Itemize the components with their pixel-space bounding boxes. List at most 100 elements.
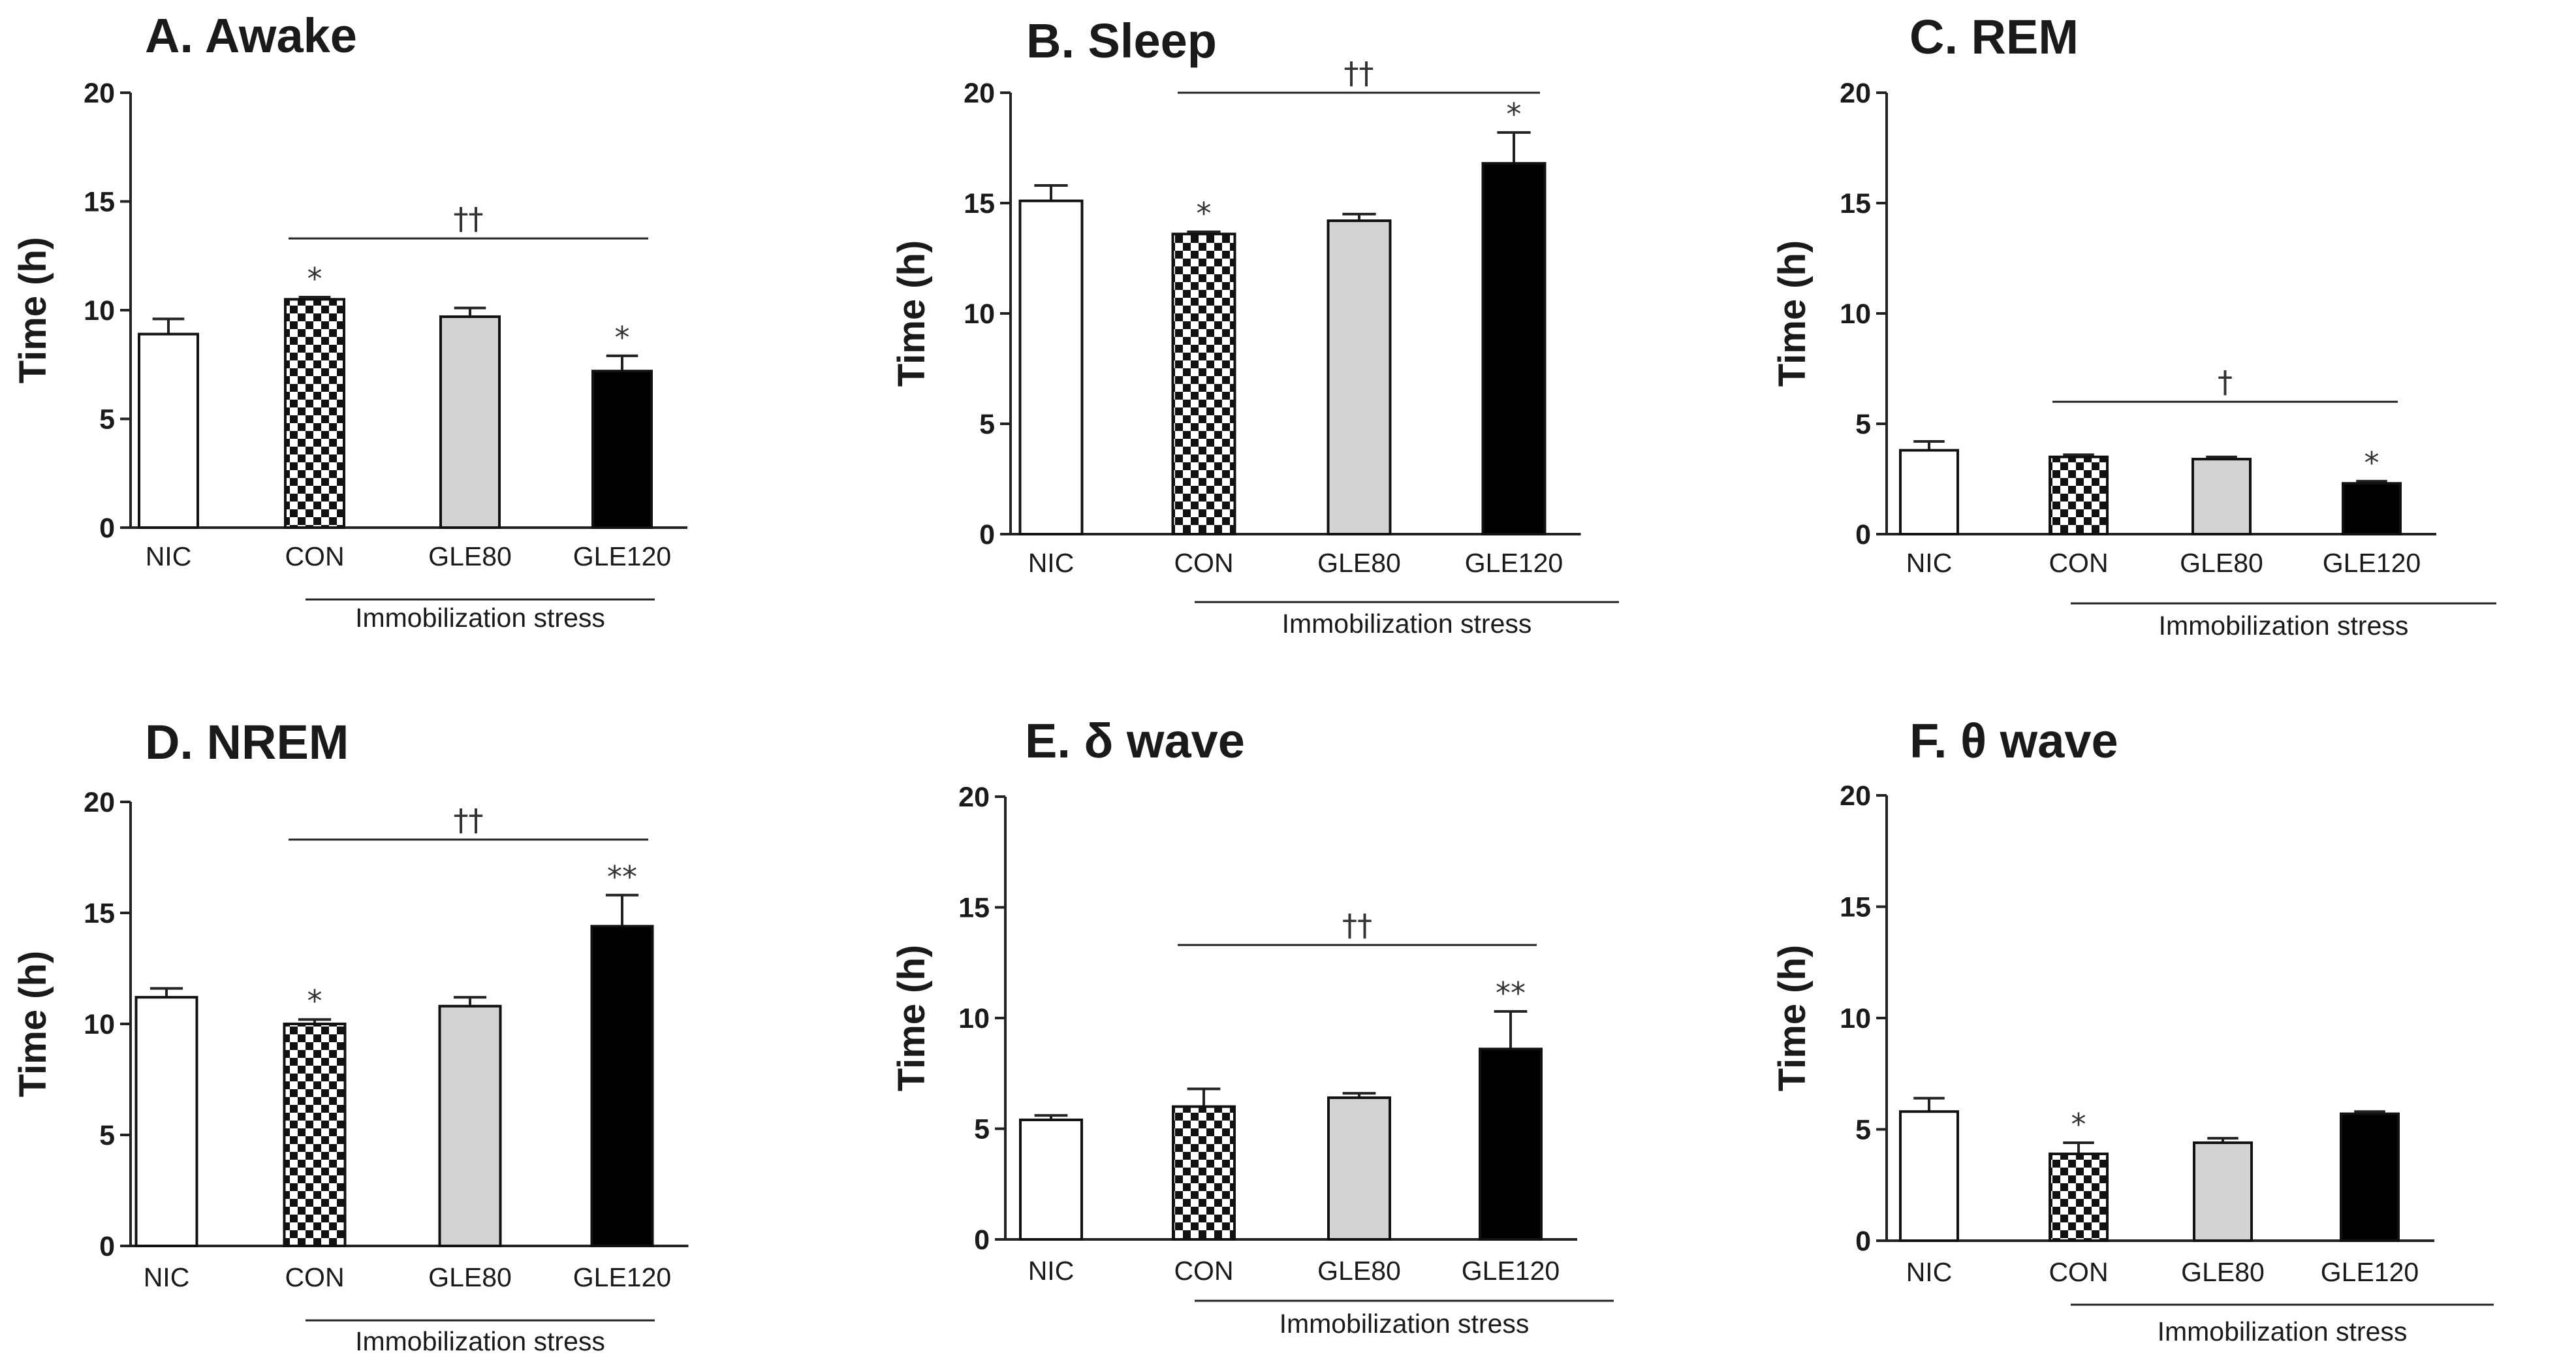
y-tick-label: 0 [99, 513, 115, 544]
panel-title: E. δ wave [1025, 714, 1245, 768]
significance-mark: * [615, 320, 630, 355]
panel-b: B. Sleep Time (h) 0 5 10 15 20 NIC CON * GLE80 GLE1… [890, 14, 1619, 639]
category-label: CON [285, 1262, 344, 1292]
y-tick-label: 5 [1855, 409, 1871, 440]
y-axis-label: Time (h) [1771, 945, 1814, 1092]
y-axis-label: Time (h) [1771, 240, 1814, 387]
bar-con [1171, 232, 1236, 535]
bar-con [284, 298, 345, 529]
y-axis-label: Time (h) [12, 237, 54, 384]
y-tick-label: 5 [99, 404, 115, 436]
y-tick-label: 20 [958, 782, 990, 813]
bar-gle120 [591, 370, 653, 529]
y-tick-label: 20 [1840, 780, 1871, 812]
y-tick-label: 5 [1855, 1115, 1871, 1146]
y-tick-label: 15 [964, 188, 995, 219]
panel-e: E. δ wave Time (h) 0 5 10 15 20 NIC CON GLE80 GLE1… [890, 714, 1614, 1339]
category-label: NIC [1028, 1256, 1075, 1286]
bar-con [2049, 455, 2109, 536]
comparison-dagger: †† [1344, 56, 1374, 91]
y-tick-label: 15 [84, 187, 115, 218]
y-tick-label: 10 [84, 1009, 115, 1040]
bar-gle120 [2342, 482, 2402, 536]
panel-a: A. Awake Time (h) 0 5 10 15 20 NIC CON * GLE80 GLE1… [12, 8, 687, 633]
y-tick-label: 5 [974, 1114, 990, 1145]
panel-d: D. NREM Time (h) 0 5 10 15 20 NIC CON * GLE80 GLE12… [12, 715, 689, 1356]
y-tick-label: 10 [958, 1003, 990, 1034]
y-axis-label: Time (h) [890, 240, 933, 387]
bar-gle80 [439, 315, 501, 529]
bar-gle120 [1479, 1047, 1543, 1241]
bar-con [283, 1023, 347, 1247]
group-label: Immobilization stress [2158, 1316, 2408, 1346]
category-label: CON [285, 541, 344, 571]
bar-gle80 [1327, 219, 1392, 535]
group-label: Immobilization stress [1282, 609, 1532, 639]
y-tick-label: 20 [84, 787, 115, 818]
y-tick-label: 15 [84, 898, 115, 929]
y-tick-label: 0 [99, 1231, 115, 1262]
category-label: GLE120 [2323, 548, 2421, 578]
group-label: Immobilization stress [2159, 611, 2409, 641]
significance-mark: ** [607, 859, 637, 895]
y-tick-label: 0 [1855, 519, 1871, 550]
category-label: NIC [1028, 548, 1075, 578]
y-tick-label: 20 [964, 78, 995, 109]
comparison-dagger: †† [454, 803, 484, 838]
y-tick-label: 0 [974, 1224, 990, 1256]
y-tick-label: 10 [964, 298, 995, 330]
significance-mark: ** [1496, 976, 1526, 1011]
category-label: GLE80 [1317, 548, 1401, 578]
category-label: GLE80 [2180, 548, 2263, 578]
y-tick-label: 10 [1840, 298, 1871, 330]
category-label: GLE120 [573, 1262, 671, 1292]
category-label: NIC [1906, 1257, 1953, 1287]
category-label: NIC [1906, 548, 1953, 578]
significance-mark: * [2364, 445, 2380, 481]
bar-gle80 [2191, 458, 2252, 536]
bar-gle120 [2340, 1112, 2400, 1242]
panel-c: C. REM Time (h) 0 5 10 15 20 NIC CON GLE80 GLE120 *… [1771, 10, 2496, 641]
bar-nic [134, 996, 198, 1247]
bar-gle120 [590, 925, 654, 1248]
comparison-dagger: †† [1342, 908, 1372, 943]
category-label: CON [2049, 548, 2108, 578]
panel-title: D. NREM [145, 715, 349, 769]
y-tick-label: 10 [84, 295, 115, 327]
category-label: GLE120 [2321, 1257, 2419, 1287]
y-tick-label: 15 [1840, 892, 1871, 923]
panel-title: F. θ wave [1909, 714, 2118, 768]
bar-nic [1899, 449, 1959, 535]
comparison-dagger: † [2218, 364, 2233, 400]
bar-nic [1899, 1110, 1959, 1242]
panel-f: F. θ wave Time (h) 0 5 10 15 20 NIC CON * GLE80 GLE… [1771, 714, 2494, 1346]
bar-gle80 [1327, 1096, 1391, 1241]
comparison-dagger: †† [454, 201, 484, 236]
bar-nic [138, 332, 199, 529]
category-label: CON [1174, 1256, 1233, 1286]
y-axis-label: Time (h) [12, 951, 54, 1098]
group-label: Immobilization stress [355, 1326, 605, 1356]
category-label: GLE80 [2181, 1257, 2265, 1287]
category-label: NIC [144, 1262, 190, 1292]
bar-gle120 [1481, 162, 1547, 536]
category-label: GLE80 [428, 541, 512, 571]
panel-title: A. Awake [145, 8, 357, 63]
y-tick-label: 20 [1840, 78, 1871, 109]
y-tick-label: 5 [99, 1120, 115, 1151]
y-axis-label: Time (h) [890, 945, 933, 1092]
bar-con [1172, 1105, 1236, 1241]
category-label: GLE120 [1465, 548, 1563, 578]
y-tick-label: 10 [1840, 1003, 1871, 1034]
y-tick-label: 5 [979, 409, 995, 440]
y-tick-label: 0 [979, 519, 995, 550]
category-label: GLE120 [573, 541, 671, 571]
group-label: Immobilization stress [355, 603, 605, 633]
significance-mark: * [307, 261, 322, 296]
significance-mark: * [1507, 97, 1522, 132]
category-label: CON [1174, 548, 1233, 578]
category-label: GLE120 [1462, 1256, 1560, 1286]
y-tick-label: 15 [958, 893, 990, 924]
category-label: NIC [146, 541, 192, 571]
